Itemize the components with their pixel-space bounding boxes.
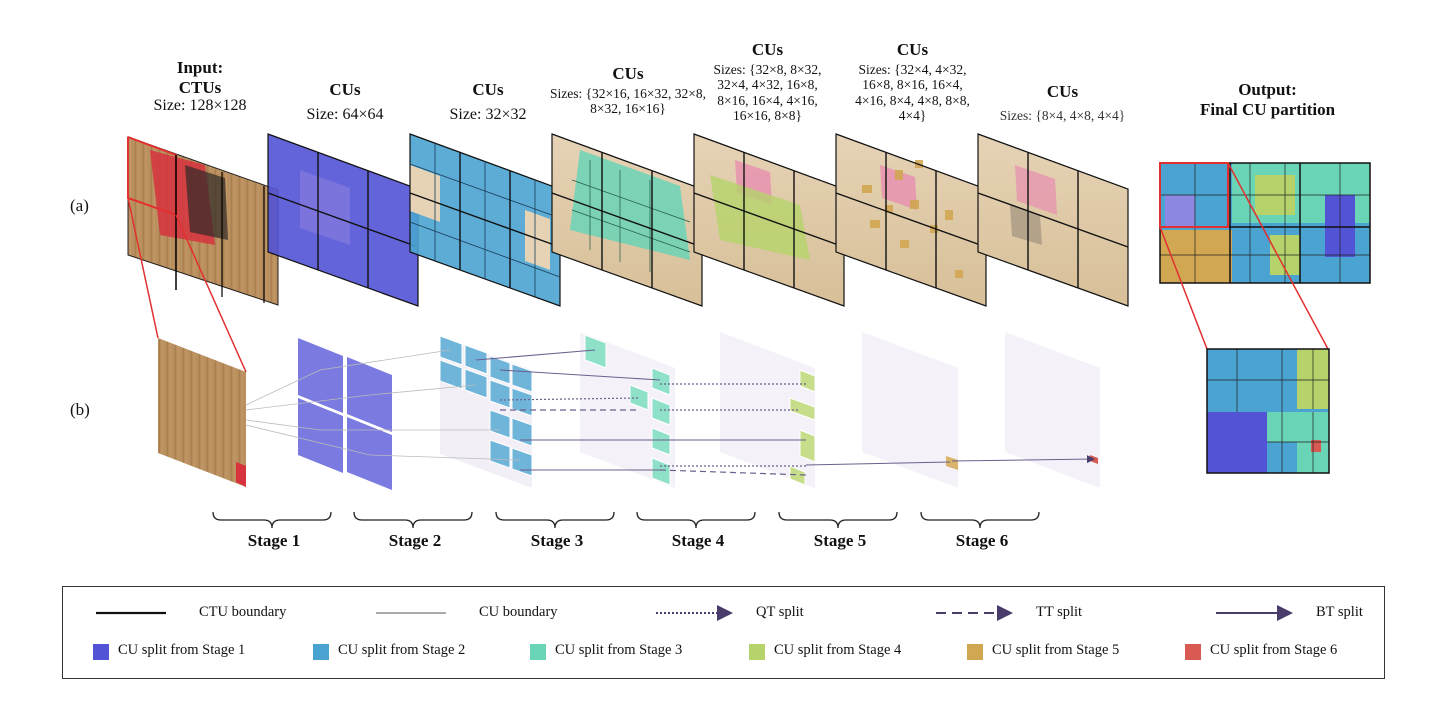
legend-stage1: CU split from Stage 1 [118, 642, 246, 658]
col-title-output: Output: Final CU partition [1180, 80, 1355, 119]
row-label-a: (a) [70, 196, 89, 215]
stage-label-5: Stage 5 [813, 531, 867, 550]
col-title-stage5-head: CUs [896, 40, 929, 59]
zoom-line-left [1159, 226, 1208, 350]
swatch-stage2 [313, 644, 329, 660]
col-title-stage1-head: CUs [329, 80, 361, 99]
col-title-input: Input: CTUs Size: 128×128 [130, 58, 270, 115]
stage2-frame [409, 133, 561, 307]
output-partition [1159, 162, 1371, 284]
input-zoom-line-right [175, 214, 247, 373]
zoom-line-right [1227, 162, 1329, 350]
stage5-blocks [862, 332, 958, 488]
stage6-frame [977, 133, 1129, 307]
stage3-frame [551, 133, 703, 307]
stage1-blocks [298, 338, 392, 490]
legend: CTU boundary CU boundary QT split TT spl… [62, 586, 1385, 679]
legend-stage2: CU split from Stage 2 [338, 642, 466, 658]
col-title-stage4: CUs Sizes: {32×8, 8×32, 32×4, 4×32, 16×8… [700, 40, 835, 124]
legend-stage3: CU split from Stage 3 [555, 642, 683, 658]
input-ctu-frame [127, 136, 279, 306]
swatch-stage6 [1185, 644, 1201, 660]
stage-label-6: Stage 6 [955, 531, 1009, 550]
stage3-blocks [580, 332, 675, 488]
split-connections [245, 349, 1095, 476]
col-title-stage3-head: CUs [612, 64, 644, 83]
legend-bt-split: BT split [1316, 604, 1363, 620]
stage2-blocks [439, 335, 533, 488]
stage5-frame [835, 133, 987, 307]
cu-partition-diagram [127, 133, 1371, 529]
legend-ctu-boundary: CTU boundary [199, 604, 287, 620]
legend-cu-boundary: CU boundary [479, 604, 558, 620]
legend-line-samples [96, 605, 1293, 621]
col-title-stage2-head: CUs [472, 80, 504, 99]
stage-label-1: Stage 1 [247, 531, 301, 550]
col-title-stage5: CUs Sizes: {32×4, 4×32, 16×8, 8×16, 16×4… [845, 40, 980, 124]
swatch-stage5 [967, 644, 983, 660]
stage-braces [212, 511, 1040, 529]
col-title-output-head2: Final CU partition [1199, 99, 1336, 119]
input-ctu-patch [158, 338, 246, 487]
output-detail [1206, 348, 1330, 474]
stage4-frame [693, 133, 845, 307]
col-title-stage4-size: Sizes: {32×8, 8×32, 32×4, 4×32, 16×8, 8×… [713, 61, 822, 124]
swatch-stage1 [93, 644, 109, 660]
stage-label-3: Stage 3 [530, 531, 584, 550]
col-title-output-head1: Output: [1238, 80, 1297, 99]
col-title-input-size: Size: 128×128 [153, 97, 247, 115]
legend-stage4: CU split from Stage 4 [774, 642, 902, 658]
col-title-stage6-size: Sizes: {8×4, 4×8, 4×4} [999, 107, 1126, 123]
col-title-stage2: CUs Size: 32×32 [418, 80, 558, 124]
legend-tt-split: TT split [1036, 604, 1083, 620]
stage4-blocks [720, 332, 816, 488]
swatch-stage3 [530, 644, 546, 660]
stage1-frame [267, 133, 419, 307]
col-title-stage6: CUs Sizes: {8×4, 4×8, 4×4} [985, 82, 1140, 123]
legend-stage5: CU split from Stage 5 [992, 642, 1120, 658]
col-title-stage1: CUs Size: 64×64 [275, 80, 415, 124]
col-title-input-head1: Input: [176, 58, 224, 77]
col-title-stage2-size: Size: 32×32 [449, 105, 527, 123]
col-title-stage6-head: CUs [1046, 82, 1079, 101]
input-zoom-line-left [127, 197, 159, 339]
col-title-stage1-size: Size: 64×64 [306, 105, 384, 123]
col-title-stage3-size: Sizes: {32×16, 16×32, 32×8, 8×32, 16×16} [549, 85, 707, 117]
col-title-input-head2: CTUs [178, 77, 222, 97]
stage-label-2: Stage 2 [388, 531, 442, 550]
legend-qt-split: QT split [756, 604, 804, 620]
col-title-stage3: CUs Sizes: {32×16, 16×32, 32×8, 8×32, 16… [548, 64, 708, 117]
swatch-stage4 [749, 644, 765, 660]
stage-label-4: Stage 4 [671, 531, 725, 550]
stage6-blocks [1005, 332, 1100, 488]
legend-stage6: CU split from Stage 6 [1210, 642, 1338, 658]
col-title-stage5-size: Sizes: {32×4, 4×32, 16×8, 8×16, 16×4, 4×… [855, 61, 970, 124]
col-title-stage4-head: CUs [751, 40, 784, 59]
row-label-b: (b) [70, 400, 90, 419]
